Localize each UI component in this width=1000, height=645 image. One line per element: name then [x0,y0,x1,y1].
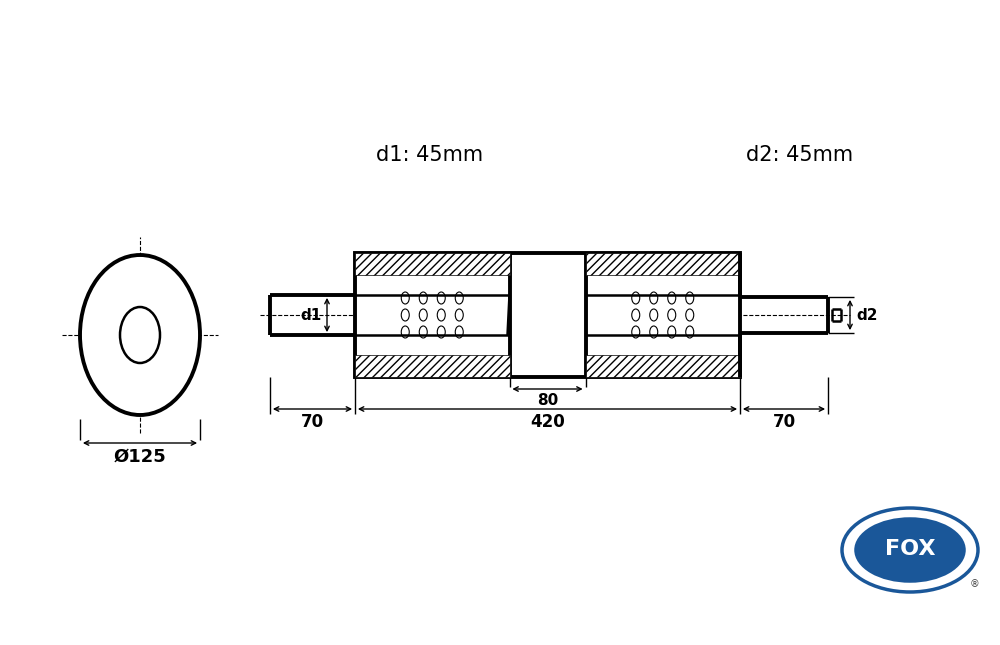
Ellipse shape [632,292,640,304]
Ellipse shape [401,309,409,321]
Text: d2: 45mm: d2: 45mm [746,145,854,165]
Ellipse shape [401,326,409,338]
Ellipse shape [437,309,445,321]
Ellipse shape [686,326,694,338]
Bar [355,355,510,377]
Ellipse shape [650,326,658,338]
Text: d2: d2 [856,308,878,322]
Ellipse shape [419,292,427,304]
Ellipse shape [437,292,445,304]
Text: ®: ® [970,579,979,590]
Text: d1: 45mm: d1: 45mm [376,145,484,165]
Ellipse shape [120,307,160,363]
Text: Ø125: Ø125 [114,448,166,466]
Ellipse shape [455,292,463,304]
Bar [355,253,740,377]
Ellipse shape [632,326,640,338]
Ellipse shape [419,326,427,338]
Text: FOX: FOX [885,539,935,559]
Ellipse shape [842,508,978,592]
Ellipse shape [80,255,200,415]
Ellipse shape [668,326,676,338]
Ellipse shape [632,309,640,321]
Ellipse shape [650,309,658,321]
Ellipse shape [686,309,694,321]
Ellipse shape [668,309,676,321]
Ellipse shape [455,309,463,321]
Text: 80: 80 [537,393,558,408]
Text: 70: 70 [301,413,324,431]
Ellipse shape [401,292,409,304]
Ellipse shape [455,326,463,338]
Text: 70: 70 [772,413,796,431]
Bar [355,253,510,275]
Ellipse shape [668,292,676,304]
Text: d1: d1 [301,308,322,322]
Ellipse shape [437,326,445,338]
Ellipse shape [686,292,694,304]
Bar [586,355,740,377]
Text: 420: 420 [530,413,565,431]
Bar [586,253,740,275]
Ellipse shape [854,517,966,583]
Ellipse shape [650,292,658,304]
Ellipse shape [419,309,427,321]
